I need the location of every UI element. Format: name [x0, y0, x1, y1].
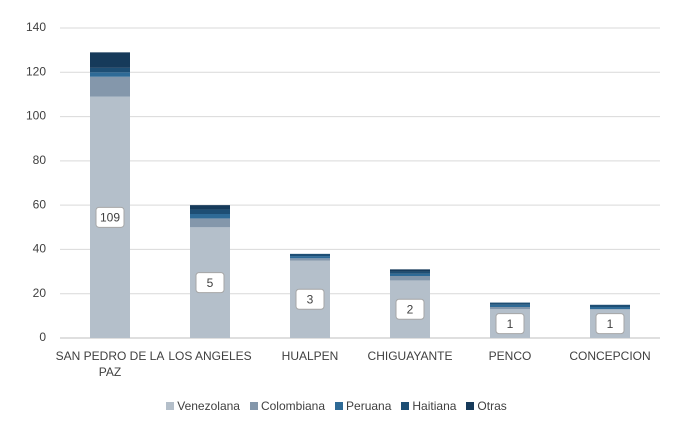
x-tick-label: LOS ANGELES: [168, 349, 252, 363]
bar-segment: [390, 269, 430, 272]
box-label: 2: [407, 302, 414, 316]
bar-segment: [590, 304, 630, 307]
legend-label: Venezolana: [177, 399, 240, 413]
label-box: [295, 288, 325, 310]
x-tick-label: SAN PEDRO DE LA PAZ: [55, 349, 165, 379]
y-tick-label: 60: [33, 197, 47, 211]
legend-swatch: [166, 402, 175, 410]
y-tick-label: 0: [39, 330, 46, 344]
x-tick-label: CHIGUAYANTE: [367, 349, 453, 363]
bar-segment: [390, 271, 430, 274]
bar-segment: [290, 258, 330, 261]
x-tick-label: CONCEPCION: [569, 349, 651, 363]
legend-label: Peruana: [346, 399, 392, 413]
label-box: [495, 313, 525, 335]
y-tick-label: 20: [33, 286, 47, 300]
bar-segment: [190, 218, 230, 228]
bar-segment: [190, 209, 230, 214]
legend-item: Otras: [466, 399, 507, 413]
y-tick-label: 140: [26, 20, 46, 34]
label-box: [595, 313, 625, 335]
bar-segment: [190, 205, 230, 210]
bar-segment: [90, 67, 130, 73]
legend-item: Venezolana: [166, 399, 240, 413]
bar-segment: [90, 52, 130, 68]
box-label: 3: [307, 292, 314, 306]
legend-swatch: [466, 402, 475, 410]
bar-segment: [90, 76, 130, 97]
y-tick-label: 80: [33, 153, 47, 167]
label-box: [395, 298, 425, 320]
legend-label: Haitiana: [412, 399, 457, 413]
label-box: [195, 272, 225, 294]
y-tick-label: 100: [26, 109, 46, 123]
label-box: [95, 206, 125, 228]
legend-swatch: [249, 402, 258, 410]
bar-segment: [190, 214, 230, 219]
box-label: 1: [507, 317, 514, 331]
bar-segment: [590, 307, 630, 310]
x-tick-label: PENCO: [488, 349, 532, 363]
legend-item: Haitiana: [401, 399, 456, 413]
y-tick-label: 120: [26, 64, 46, 78]
y-tick-label: 40: [33, 242, 47, 256]
x-tick-label: HUALPEN: [281, 349, 339, 363]
bar-segment: [490, 307, 530, 310]
legend-swatch: [401, 402, 410, 410]
legend-label: Otras: [477, 399, 507, 413]
box-label: 109: [100, 210, 120, 224]
bar-segment: [490, 302, 530, 305]
legend: Venezolana Colombiana Peruana Haitiana Otras: [0, 399, 673, 413]
legend-item: Peruana: [335, 399, 391, 413]
box-label: 5: [207, 276, 214, 290]
bar-segment: [390, 273, 430, 276]
bar-segment: [290, 256, 330, 259]
bar-segment: [390, 276, 430, 281]
bar-segment: [490, 304, 530, 307]
legend-item: Colombiana: [249, 399, 326, 413]
bar-segment: [290, 253, 330, 257]
legend-swatch: [335, 402, 344, 410]
legend-label: Colombiana: [260, 399, 326, 413]
bar-segment: [90, 72, 130, 77]
box-label: 1: [607, 317, 614, 331]
